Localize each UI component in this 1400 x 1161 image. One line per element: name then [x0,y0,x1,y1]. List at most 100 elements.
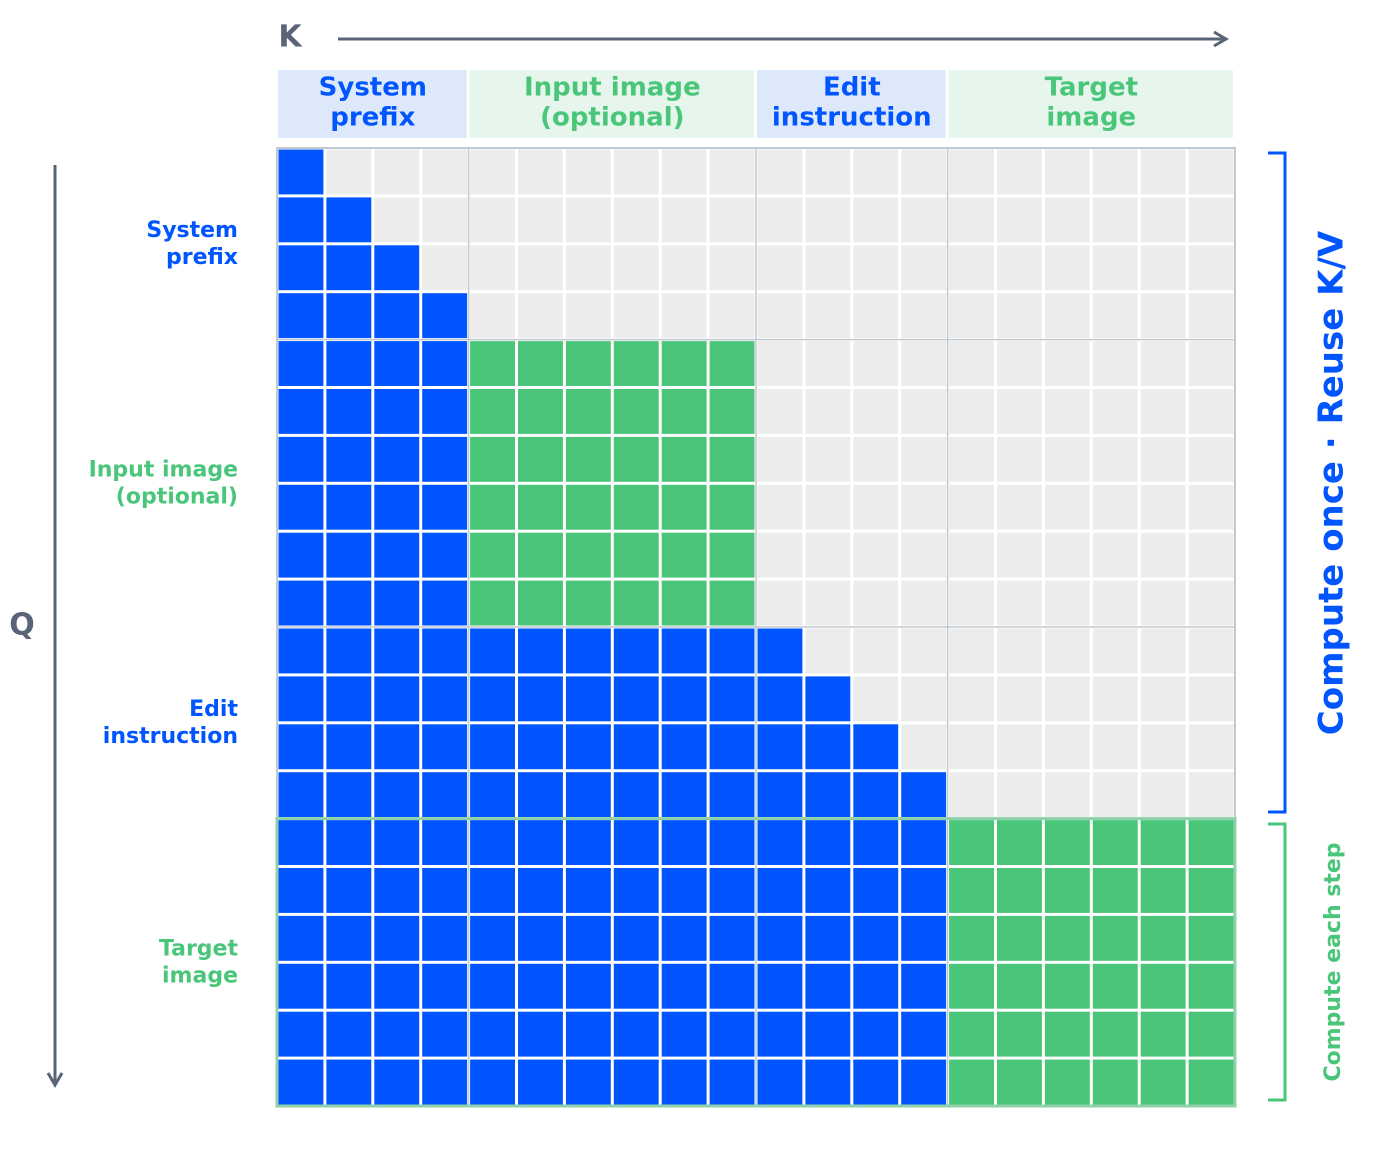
mask-cell [326,963,372,1009]
mask-cell [326,245,372,291]
mask-cell [374,724,420,770]
mask-cell [613,436,659,482]
mask-cell [278,484,324,530]
mask-cell [757,532,803,578]
mask-cell [565,293,611,339]
mask-cell [949,436,994,482]
mask-cell [518,532,563,578]
mask-cell [661,963,707,1009]
mask-cell [1188,868,1234,913]
bracket-cached-label: Compute once · Reuse K/V [1312,230,1352,735]
mask-cell [1092,1011,1138,1057]
mask-cell [374,915,420,961]
mask-cell [422,293,468,339]
mask-cell [1140,293,1186,339]
mask-cell [1092,293,1138,339]
mask-cell [1044,724,1090,770]
mask-cell [278,532,324,578]
target-row-outline [275,817,1237,1108]
mask-cell [1188,915,1234,961]
mask-cell [1140,628,1186,674]
q-arrowhead [46,1072,64,1088]
mask-cell [709,676,755,722]
mask-cell [278,293,324,339]
mask-cell [1140,149,1186,195]
mask-cell [1044,676,1090,722]
mask-cell [1092,341,1138,386]
mask-cell [757,389,803,434]
mask-cell [949,868,994,913]
mask-cell [853,532,899,578]
mask-cell [757,820,803,865]
mask-cell [565,149,611,195]
mask-cell [1140,1011,1186,1057]
mask-cell [1044,1059,1090,1105]
mask-cell [470,293,515,339]
mask-cell [422,436,468,482]
mask-cell [997,676,1042,722]
mask-cell [470,820,515,865]
mask-cell [949,820,994,865]
mask-cell [278,1059,324,1105]
mask-cell [278,724,324,770]
mask-cell [709,293,755,339]
mask-cell [757,724,803,770]
mask-cell [374,293,420,339]
mask-cell [805,341,851,386]
mask-cell [901,436,947,482]
mask-cell [757,868,803,913]
mask-cell [518,676,563,722]
mask-cell [613,772,659,818]
mask-cell [853,676,899,722]
mask-cell [1188,676,1234,722]
mask-cell [326,197,372,243]
mask-cell [949,532,994,578]
mask-cell [422,1011,468,1057]
mask-cell [757,293,803,339]
mask-cell [1188,197,1234,243]
mask-cell [326,1059,372,1105]
bracket-step-label: Compute each step [1321,842,1346,1081]
mask-cell [374,436,420,482]
mask-cell [565,915,611,961]
mask-cell [518,197,563,243]
mask-cell [518,915,563,961]
mask-cell [805,772,851,818]
mask-cell [1188,628,1234,674]
mask-cell [518,1011,563,1057]
mask-cell [853,245,899,291]
mask-cell [1092,868,1138,913]
mask-cell [518,868,563,913]
mask-cell [949,676,994,722]
mask-cell [470,868,515,913]
mask-cell [613,676,659,722]
mask-cell [757,772,803,818]
mask-cell [518,389,563,434]
mask-cell [1044,436,1090,482]
mask-cell [901,532,947,578]
mask-cell [470,532,515,578]
mask-cell [1092,436,1138,482]
mask-cell [326,628,372,674]
mask-cell [757,245,803,291]
mask-cell [326,389,372,434]
mask-cell [661,580,707,626]
mask-cell [1188,1059,1234,1105]
mask-cell [709,820,755,865]
mask-cell [1044,820,1090,865]
k-label: K [278,20,303,55]
mask-cell [374,532,420,578]
mask-cell [805,580,851,626]
mask-cell [805,676,851,722]
mask-cell [853,772,899,818]
row-label: prefix [166,245,238,270]
mask-cell [949,963,994,1009]
mask-cell [422,724,468,770]
mask-cell [1140,1059,1186,1105]
mask-cell [422,580,468,626]
mask-cell [757,915,803,961]
mask-cell [949,1011,994,1057]
mask-cell [613,1059,659,1105]
mask-cell [422,963,468,1009]
mask-cell [709,580,755,626]
